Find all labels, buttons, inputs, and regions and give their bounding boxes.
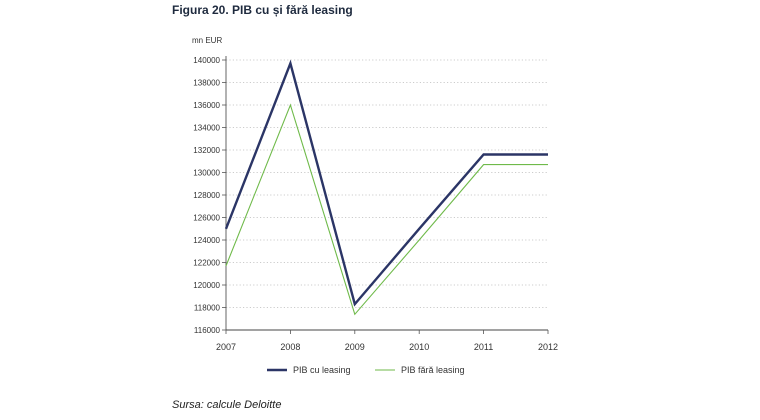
figure-title: Figura 20. PIB cu și fără leasing <box>172 3 353 17</box>
y-tick-label: 122000 <box>193 259 220 268</box>
y-tick-label: 136000 <box>193 101 220 110</box>
legend-label: PIB fără leasing <box>401 365 465 375</box>
x-tick-label: 2008 <box>280 342 300 352</box>
legend-label: PIB cu leasing <box>293 365 351 375</box>
y-tick-label: 140000 <box>193 56 220 65</box>
series-line-2 <box>225 103 548 316</box>
y-tick-label: 116000 <box>194 326 221 335</box>
y-tick-label: 126000 <box>193 214 220 223</box>
grid-layer <box>226 59 548 308</box>
y-tick-label: 132000 <box>193 146 220 155</box>
series-line-1 <box>224 59 548 307</box>
y-axis-unit-label: mn EUR <box>192 36 222 45</box>
y-tick-label: 128000 <box>193 191 220 200</box>
y-tick-label: 124000 <box>193 236 220 245</box>
y-tick-label: 118000 <box>194 304 221 313</box>
y-tick-label: 134000 <box>193 124 220 133</box>
y-tick-label: 130000 <box>193 169 220 178</box>
y-tick-label: 120000 <box>193 281 220 290</box>
x-tick-label: 2011 <box>474 342 493 352</box>
x-tick-label: 2010 <box>409 342 429 352</box>
source-note: Sursa: calcule Deloitte <box>172 399 282 411</box>
y-tick-label: 138000 <box>193 79 220 88</box>
axis-layer: mn EUR 116000 118000 120000 122000 124000 1260… <box>192 36 558 352</box>
x-tick-label: 2012 <box>538 342 558 352</box>
legend: PIB cu leasing PIB fără leasing <box>267 365 465 375</box>
x-tick-label: 2007 <box>216 342 236 352</box>
series-layer <box>224 59 548 316</box>
x-tick-label: 2009 <box>345 342 365 352</box>
